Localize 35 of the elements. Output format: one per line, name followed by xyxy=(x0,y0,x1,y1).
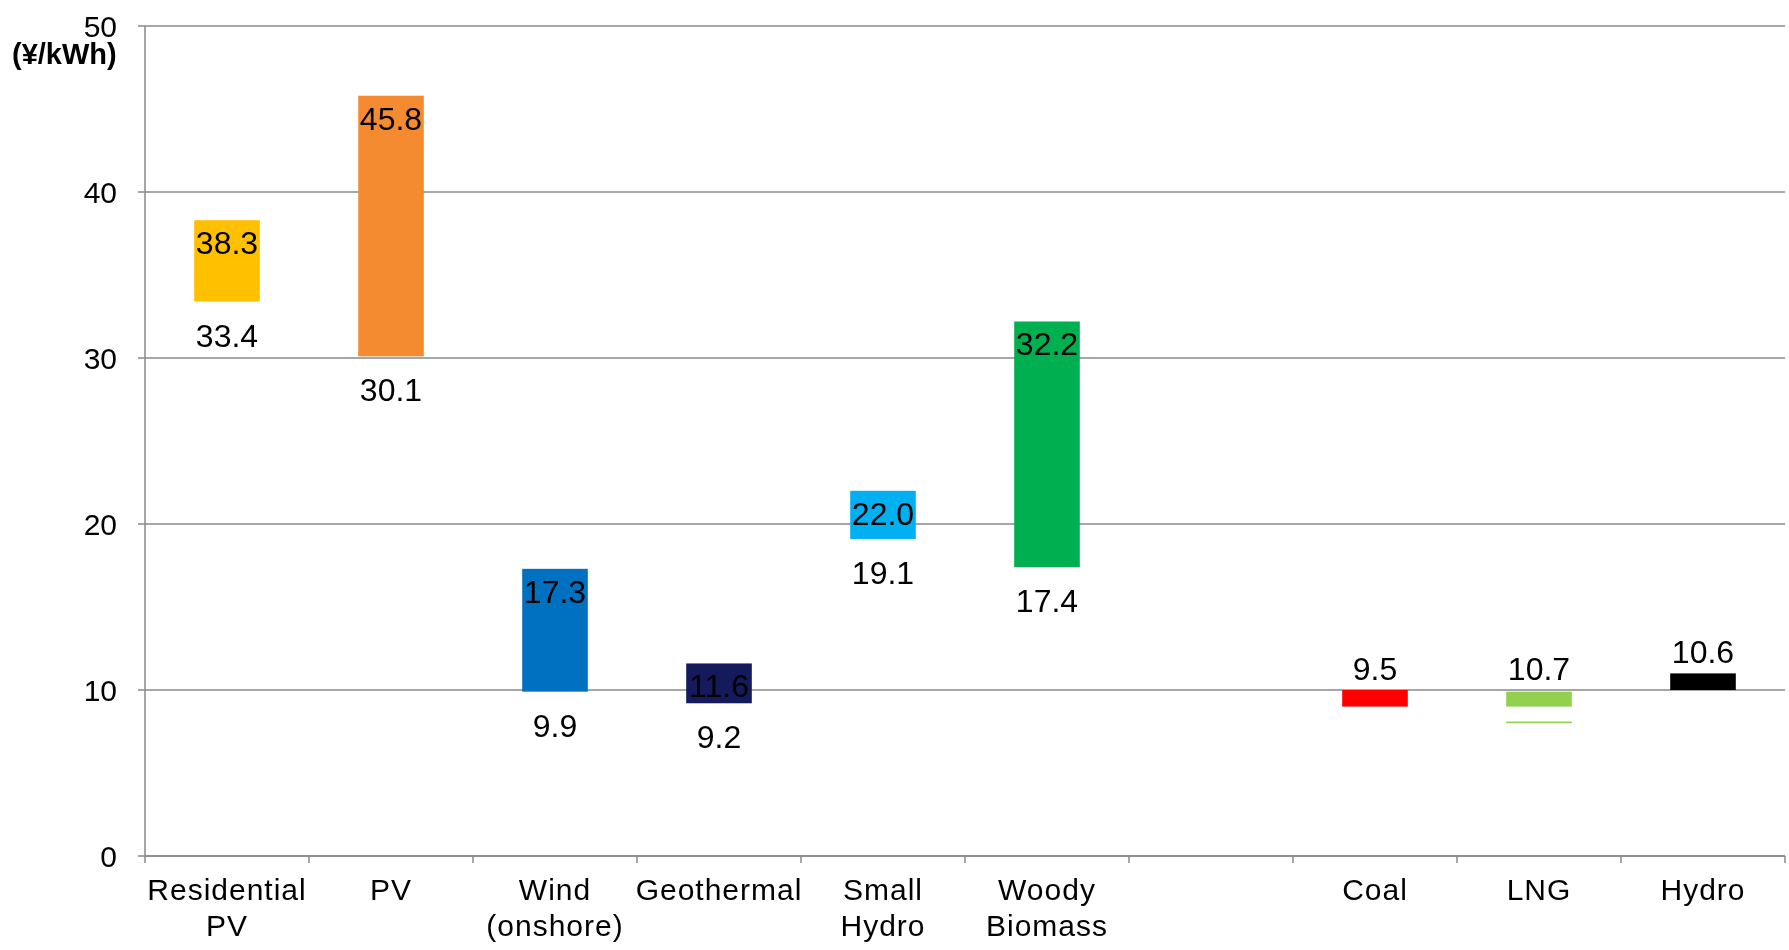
bar xyxy=(1670,673,1736,690)
annotation: 17.4 xyxy=(1015,583,1079,620)
annotation: 38.3 xyxy=(195,225,259,262)
x-tick-label: Woody Biomass xyxy=(985,873,1109,942)
annotation: 10.7 xyxy=(1507,651,1571,687)
x-tick-label: Coal xyxy=(1342,873,1408,906)
y-tick-label: 0 xyxy=(100,839,117,873)
x-tick-label: Wind (onshore) xyxy=(486,873,624,942)
x-tick-label: Geothermal xyxy=(635,873,803,906)
x-tick-label: Small Hydro xyxy=(840,873,926,942)
annotation: 10.6 xyxy=(1671,634,1735,671)
bar xyxy=(194,220,260,302)
x-tick-label: LNG xyxy=(1506,873,1572,906)
annotation: 9.5 xyxy=(1352,651,1398,687)
bar xyxy=(1014,321,1080,568)
annotation: 45.8 xyxy=(359,100,423,137)
x-tick-label: PV xyxy=(369,873,413,906)
annotation: 17.3 xyxy=(523,573,587,610)
bar xyxy=(358,95,424,357)
annotation: 9.9 xyxy=(532,707,578,744)
y-tick-label: 10 xyxy=(83,673,117,707)
annotation: 19.1 xyxy=(851,554,915,591)
annotation: 30.1 xyxy=(359,372,423,409)
x-tick-label: Hydro xyxy=(1660,873,1746,906)
bar xyxy=(1342,690,1408,707)
bar xyxy=(522,568,588,692)
annotation: 33.4 xyxy=(195,317,259,354)
x-tick-label: Residential PV xyxy=(147,873,307,942)
y-tick-label: 40 xyxy=(83,175,117,209)
y-tick-label: 30 xyxy=(83,341,117,375)
annotation: 11.6 xyxy=(689,668,749,705)
y-tick-label: 20 xyxy=(83,507,117,541)
annotation: 9.2 xyxy=(696,719,742,756)
annotation: 22.0 xyxy=(851,495,915,532)
annotation: 32.2 xyxy=(1015,326,1079,363)
